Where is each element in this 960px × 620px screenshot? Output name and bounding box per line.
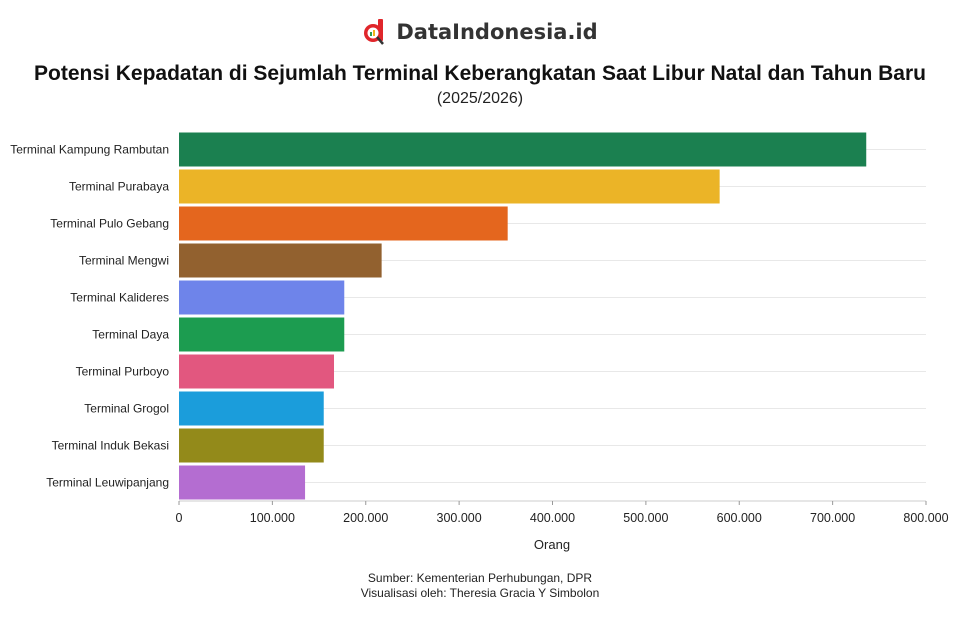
x-tick-label: 500.000 xyxy=(623,511,668,525)
chart-title: Potensi Kepadatan di Sejumlah Terminal K… xyxy=(34,62,926,85)
chart-subtitle: (2025/2026) xyxy=(436,90,524,107)
y-tick-label: Terminal Pulo Gebang xyxy=(50,217,169,231)
y-tick-label: Terminal Daya xyxy=(92,328,169,342)
bar xyxy=(179,391,324,426)
bar xyxy=(179,206,508,241)
x-tick-label: 0 xyxy=(176,511,183,525)
bar xyxy=(179,169,720,204)
source-text: Sumber: Kementerian Perhubungan, DPR xyxy=(367,571,593,585)
x-tick-label: 600.000 xyxy=(717,511,762,525)
x-tick-label: 100.000 xyxy=(250,511,295,525)
x-axis-label: Orang xyxy=(534,537,570,552)
y-tick-label: Terminal Kampung Rambutan xyxy=(10,143,169,157)
y-tick-label: Terminal Purboyo xyxy=(76,365,170,379)
bar xyxy=(179,428,324,463)
bar xyxy=(179,280,345,315)
logo-magnifier-icon xyxy=(364,19,385,45)
y-tick-label: Terminal Kalideres xyxy=(70,291,169,305)
brand-logo: DataIndonesia.id xyxy=(0,18,960,46)
bar xyxy=(179,317,345,352)
x-tick-label: 200.000 xyxy=(343,511,388,525)
x-tick-label: 700.000 xyxy=(810,511,855,525)
bar xyxy=(179,354,335,389)
bar xyxy=(179,465,306,500)
y-tick-label: Terminal Purabaya xyxy=(69,180,169,194)
y-tick-label: Terminal Mengwi xyxy=(79,254,169,268)
x-tick-label: 300.000 xyxy=(437,511,482,525)
credit-text: Visualisasi oleh: Theresia Gracia Y Simb… xyxy=(360,586,600,600)
y-tick-label: Terminal Grogol xyxy=(84,402,169,416)
x-tick-label: 400.000 xyxy=(530,511,575,525)
bar xyxy=(179,243,382,278)
bar xyxy=(179,132,867,167)
x-tick-label: 800.000 xyxy=(903,511,948,525)
y-tick-label: Terminal Induk Bekasi xyxy=(52,439,169,453)
brand-name: DataIndonesia.id xyxy=(396,20,598,44)
y-tick-label: Terminal Leuwipanjang xyxy=(46,476,169,490)
